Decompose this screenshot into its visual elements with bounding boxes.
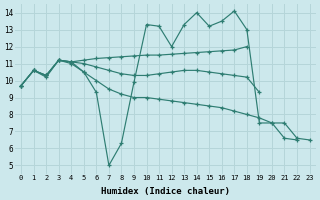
X-axis label: Humidex (Indice chaleur): Humidex (Indice chaleur): [101, 187, 230, 196]
